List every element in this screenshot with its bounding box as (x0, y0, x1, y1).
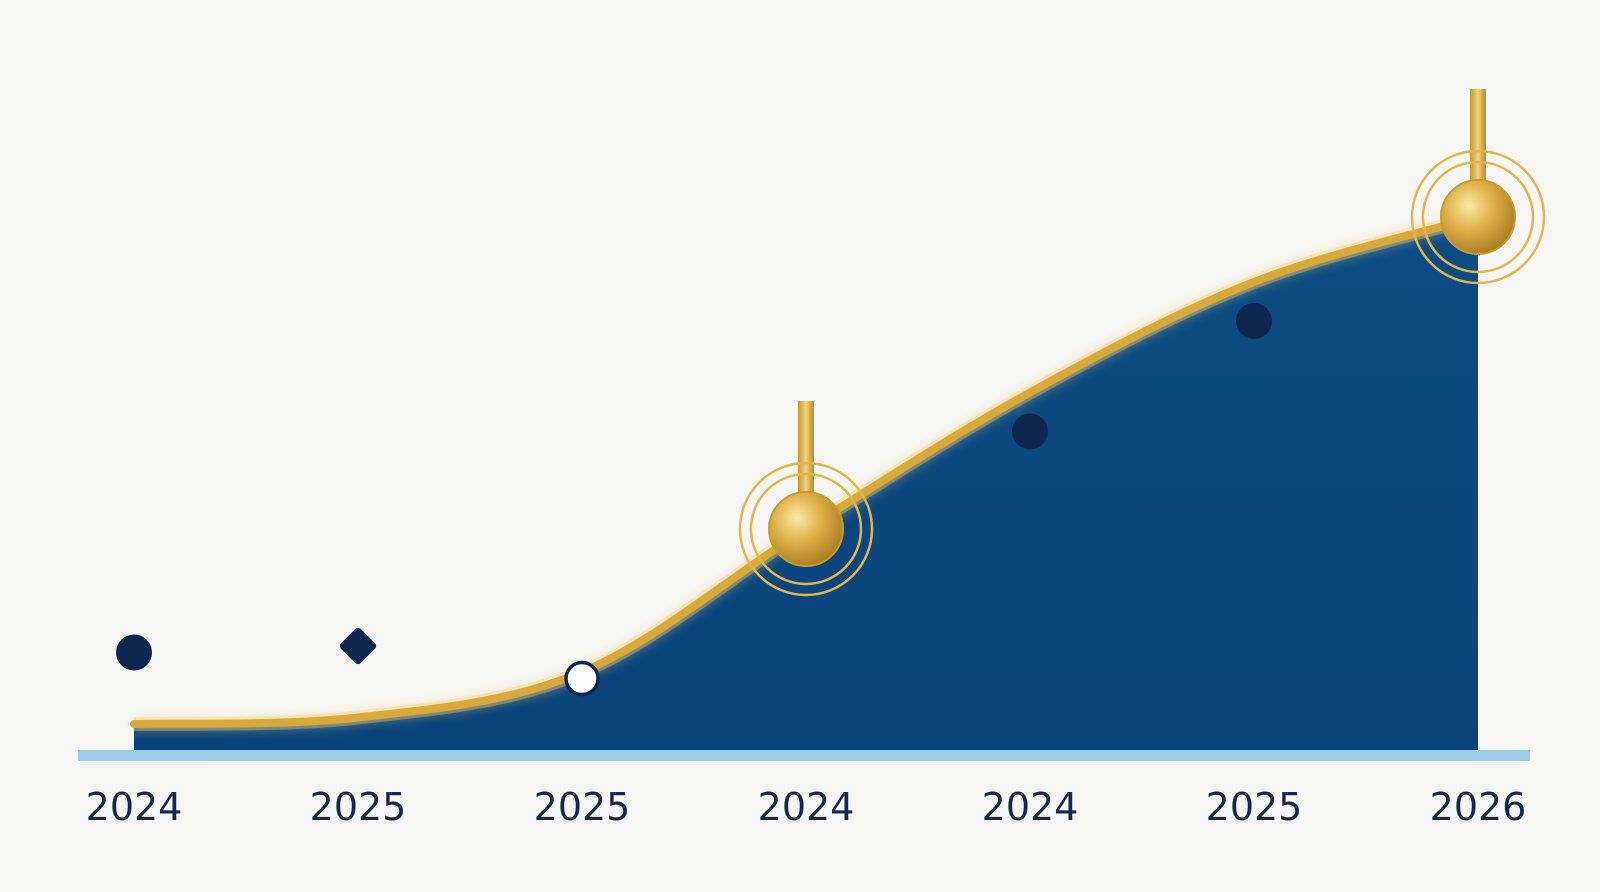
data-point-4 (1012, 413, 1048, 450)
x-axis-baseline (78, 750, 1530, 761)
baseline-layer (78, 750, 1530, 761)
x-tick-label-4: 2024 (982, 785, 1079, 829)
marker-layer (116, 89, 1546, 697)
milestone-ring-inner (1421, 160, 1535, 274)
x-tick-label-0: 2024 (86, 785, 183, 829)
milestone-ring-outer (738, 461, 874, 597)
milestone-6 (1410, 89, 1546, 285)
x-tick-label-1: 2025 (310, 785, 407, 829)
data-point-2 (564, 660, 600, 697)
milestone-3 (738, 401, 874, 597)
milestone-ring-inner (749, 472, 863, 586)
x-tick-label-3: 2024 (758, 785, 855, 829)
data-point-3 (768, 491, 844, 567)
data-point-6 (1440, 179, 1516, 255)
area-fill (134, 217, 1478, 750)
data-point-5 (1236, 303, 1272, 339)
data-point-0 (116, 634, 152, 671)
x-axis-tick-labels: 2024 2025 2025 2024 2024 2025 2026 (86, 785, 1527, 829)
data-point-1 (339, 627, 377, 665)
x-tick-label-2: 2025 (534, 785, 631, 829)
x-tick-label-6: 2026 (1430, 785, 1527, 829)
area-layer (134, 217, 1478, 750)
x-tick-label-5: 2025 (1206, 785, 1303, 829)
milestone-stem (798, 401, 814, 501)
milestone-ring-outer (1410, 149, 1546, 285)
milestone-stem (1470, 89, 1486, 189)
